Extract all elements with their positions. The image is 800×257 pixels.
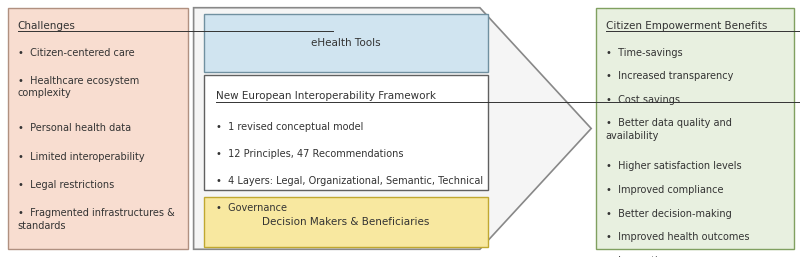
Text: •  Improved compliance: • Improved compliance: [606, 185, 723, 195]
Text: •  Innovation: • Innovation: [606, 256, 670, 257]
FancyBboxPatch shape: [204, 75, 488, 190]
Text: •  Healthcare ecosystem
complexity: • Healthcare ecosystem complexity: [18, 76, 139, 98]
Text: Citizen Empowerment Benefits: Citizen Empowerment Benefits: [606, 21, 767, 31]
FancyBboxPatch shape: [8, 8, 188, 249]
Text: New European Interoperability Framework: New European Interoperability Framework: [216, 91, 436, 101]
FancyBboxPatch shape: [204, 14, 488, 72]
Polygon shape: [194, 8, 591, 249]
Text: •  Personal health data: • Personal health data: [18, 123, 130, 133]
Text: eHealth Tools: eHealth Tools: [311, 38, 381, 48]
Text: •  Legal restrictions: • Legal restrictions: [18, 180, 114, 190]
Text: •  12 Principles, 47 Recommendations: • 12 Principles, 47 Recommendations: [216, 149, 403, 159]
Text: •  1 revised conceptual model: • 1 revised conceptual model: [216, 122, 363, 132]
Text: •  Limited interoperability: • Limited interoperability: [18, 152, 144, 162]
Text: •  Better data quality and
availability: • Better data quality and availability: [606, 118, 731, 141]
Text: •  Citizen-centered care: • Citizen-centered care: [18, 48, 134, 58]
Text: •  Cost savings: • Cost savings: [606, 95, 680, 105]
Text: •  4 Layers: Legal, Organizational, Semantic, Technical: • 4 Layers: Legal, Organizational, Seman…: [216, 176, 483, 186]
Text: •  Improved health outcomes: • Improved health outcomes: [606, 232, 749, 242]
FancyBboxPatch shape: [596, 8, 794, 249]
Text: •  Better decision-making: • Better decision-making: [606, 209, 731, 219]
Text: Decision Makers & Beneficiaries: Decision Makers & Beneficiaries: [262, 217, 430, 227]
Text: •  Increased transparency: • Increased transparency: [606, 71, 733, 81]
Text: Challenges: Challenges: [18, 21, 75, 31]
Text: •  Time-savings: • Time-savings: [606, 48, 682, 58]
Text: •  Higher satisfaction levels: • Higher satisfaction levels: [606, 161, 742, 171]
Text: •  Governance: • Governance: [216, 203, 287, 213]
FancyBboxPatch shape: [204, 197, 488, 247]
Text: •  Fragmented infrastructures &
standards: • Fragmented infrastructures & standards: [18, 208, 174, 231]
